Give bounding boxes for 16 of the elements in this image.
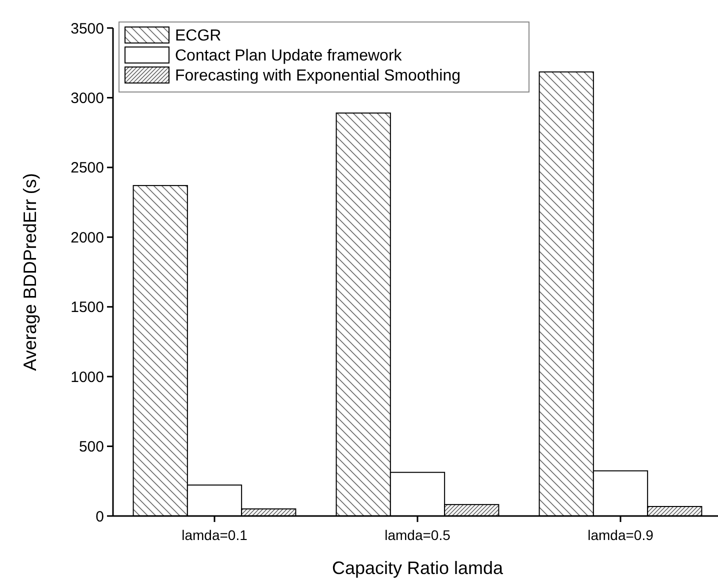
y-axis-title: Average BDDPredErr (s) xyxy=(20,173,40,371)
legend-label: Forecasting with Exponential Smoothing xyxy=(175,68,460,85)
y-tick-label: 3500 xyxy=(70,20,104,38)
legend-label: ECGR xyxy=(175,28,222,45)
y-tick-label: 2000 xyxy=(70,229,104,246)
y-tick-label: 2500 xyxy=(70,160,104,177)
x-tick-label: lamda=0.5 xyxy=(384,527,451,543)
legend-label: Contact Plan Update framework xyxy=(175,48,403,65)
y-tick-label: 1000 xyxy=(70,368,104,386)
x-tick-label: lamda=0.9 xyxy=(588,527,654,543)
y-tick-label: 500 xyxy=(78,438,104,456)
y-tick-label: 0 xyxy=(96,508,104,526)
x-tick-label: lamda=0.1 xyxy=(182,527,248,543)
x-axis-title: Capacity Ratio lamda xyxy=(332,558,504,578)
y-tick-label: 1500 xyxy=(70,299,104,316)
y-tick-label: 3000 xyxy=(70,90,104,107)
